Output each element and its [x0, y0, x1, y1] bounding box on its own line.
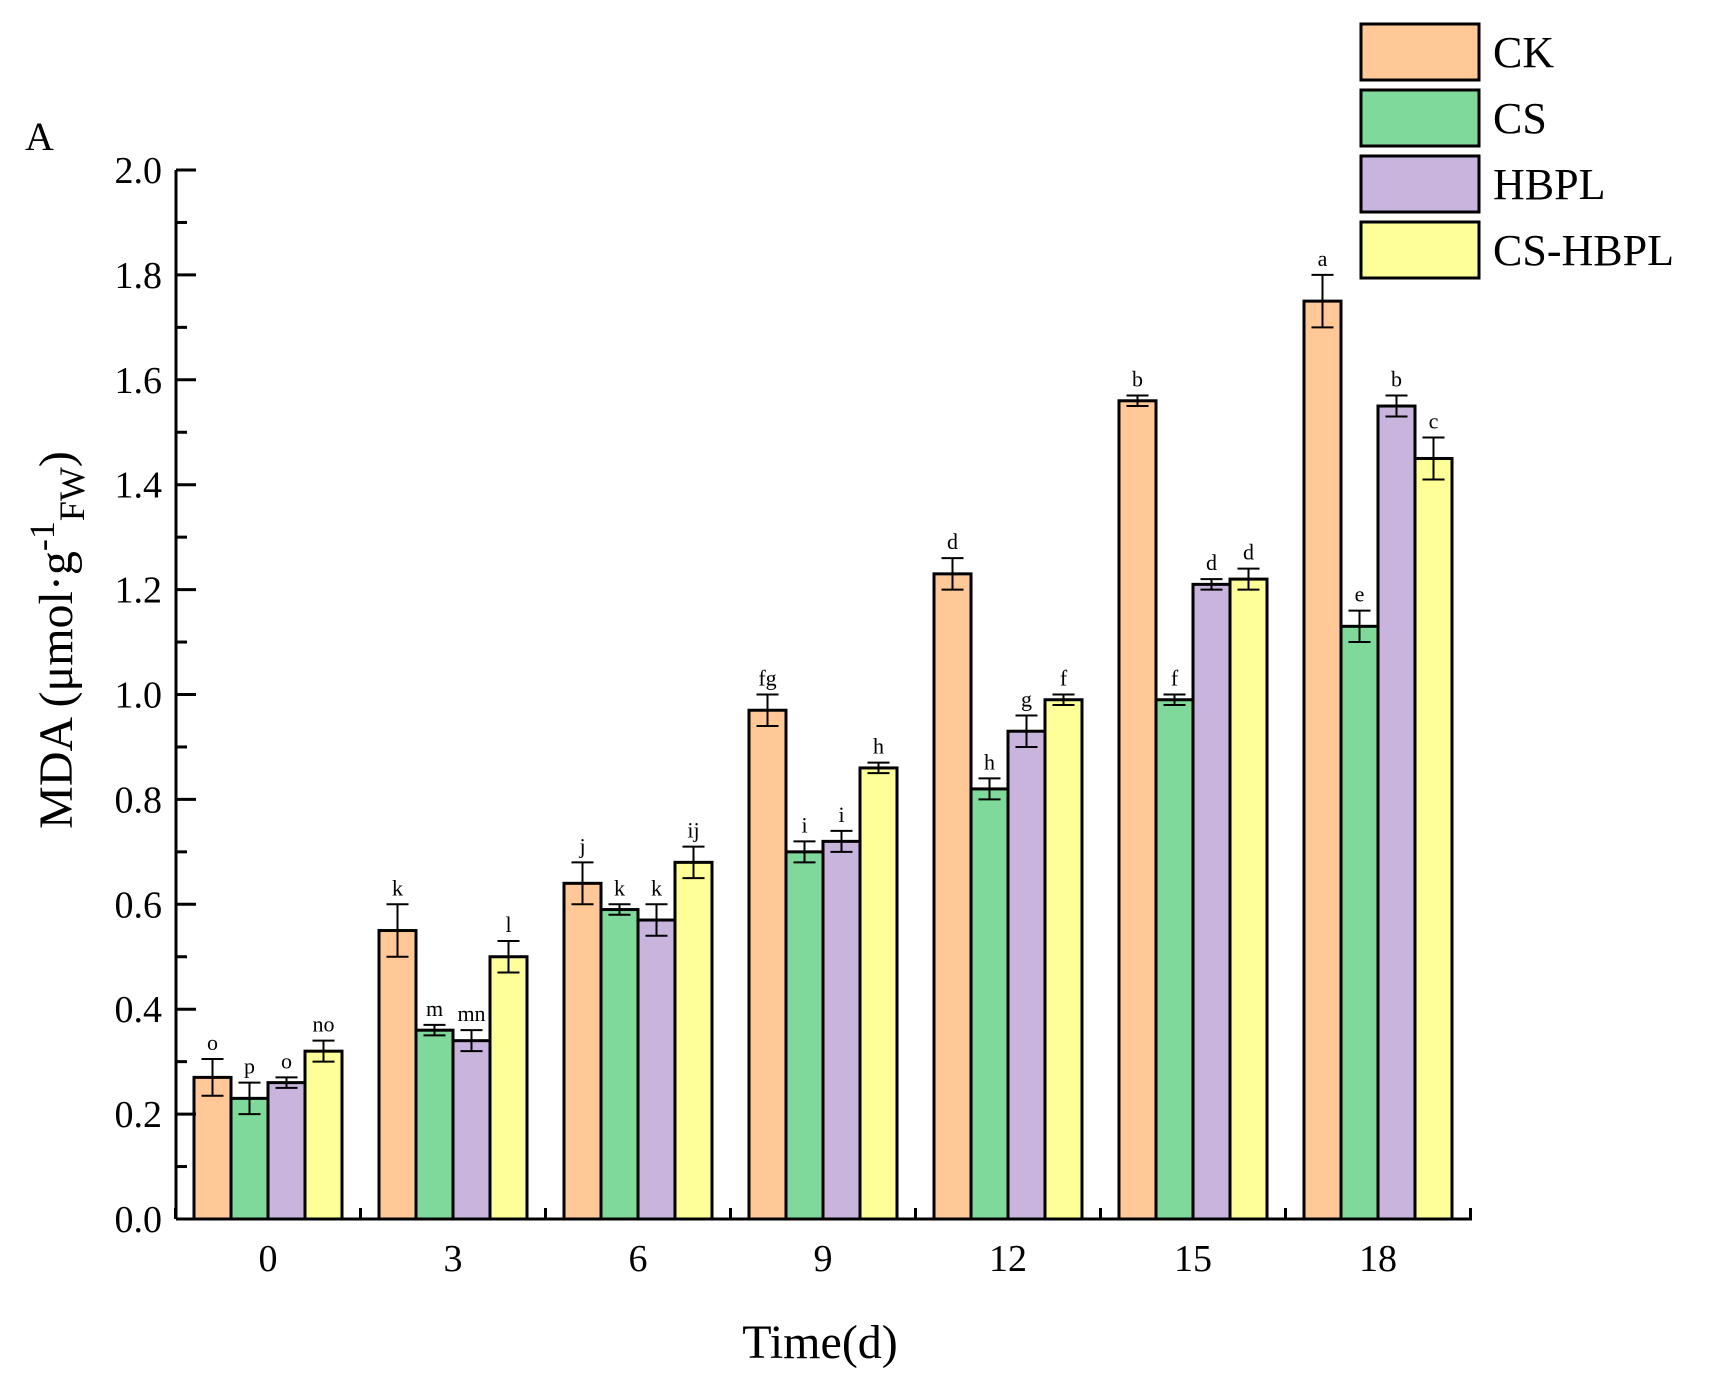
- significance-label-CS-18: e: [1355, 582, 1365, 607]
- bar-HBPL-3: [451, 1039, 492, 1221]
- bar-CK-9: [747, 708, 788, 1221]
- significance-label-CK-6: j: [578, 833, 585, 858]
- panel-label: A: [25, 114, 54, 159]
- x-axis-title: Time(d): [742, 1316, 898, 1369]
- significance-label-CS-HBPL-12: f: [1060, 666, 1068, 691]
- y-axis-title: MDA (μmol·g-1FW): [22, 451, 92, 829]
- bar-CS-HBPL-6: [673, 860, 714, 1221]
- significance-label-HBPL-6: k: [651, 875, 662, 900]
- y-tick-label-0.6: 0.6: [115, 884, 163, 926]
- x-tick-label-3: 3: [444, 1238, 463, 1280]
- bar-CS-HBPL-12: [1043, 698, 1084, 1221]
- significance-label-HBPL-3: mn: [457, 1001, 485, 1026]
- bar-CK-0: [192, 1075, 233, 1221]
- x-tick-label-0: 0: [259, 1238, 278, 1280]
- bar-CS-3: [414, 1028, 455, 1221]
- significance-label-CS-6: k: [614, 875, 625, 900]
- y-axis-title-sub: FW: [52, 467, 92, 521]
- bar-HBPL-15: [1191, 582, 1232, 1221]
- y-axis-title-close: ): [30, 451, 83, 467]
- significance-label-CS-HBPL-6: ij: [687, 818, 699, 843]
- y-tick-label-1.6: 1.6: [115, 360, 163, 402]
- bar-CS-HBPL-0: [303, 1049, 344, 1221]
- y-tick-label-1.2: 1.2: [115, 570, 163, 612]
- legend-swatch-HBPL: [1359, 154, 1481, 214]
- bar-HBPL-12: [1006, 729, 1047, 1221]
- x-tick-label-12: 12: [989, 1238, 1027, 1280]
- significance-label-CS-9: i: [801, 812, 807, 837]
- y-tick-label-0.2: 0.2: [115, 1094, 163, 1136]
- significance-label-CS-HBPL-9: h: [873, 734, 884, 759]
- significance-label-CS-12: h: [984, 749, 995, 774]
- significance-label-HBPL-9: i: [838, 802, 844, 827]
- bar-CK-12: [932, 572, 973, 1221]
- significance-label-HBPL-15: d: [1206, 550, 1217, 575]
- legend-label-CS: CS: [1493, 94, 1547, 143]
- bar-CK-18: [1302, 299, 1343, 1221]
- legend-label-HBPL: HBPL: [1493, 160, 1605, 209]
- bar-CS-HBPL-18: [1413, 456, 1454, 1221]
- error-bars-group: [201, 273, 1445, 1116]
- significance-label-CS-HBPL-15: d: [1243, 540, 1254, 565]
- bar-HBPL-0: [266, 1081, 307, 1221]
- y-tick-label-1.4: 1.4: [115, 465, 163, 507]
- legend-swatch-CS: [1359, 88, 1481, 148]
- x-tick-label-18: 18: [1359, 1238, 1397, 1280]
- bars-group: [192, 299, 1454, 1221]
- bar-CS-12: [969, 787, 1010, 1221]
- y-tick-label-0.0: 0.0: [115, 1199, 163, 1241]
- x-tick-label-9: 9: [814, 1238, 833, 1280]
- bar-CK-6: [562, 881, 603, 1221]
- axes-group: 0.0 0.2 0.4 0.6 0.8 1.0 1.2 1.4 1.6 1.8 2.0 0 3 6 9 12 1…: [115, 150, 1472, 1280]
- y-axis-title-main: MDA (μmol·g: [30, 551, 83, 829]
- legend-label-CS-HBPL: CS-HBPL: [1493, 226, 1674, 275]
- significance-label-CS-3: m: [426, 996, 443, 1021]
- bar-CK-15: [1117, 399, 1158, 1221]
- y-tick-label-0.8: 0.8: [115, 779, 163, 821]
- significance-label-HBPL-12: g: [1021, 686, 1032, 711]
- significance-label-CS-0: p: [244, 1054, 255, 1079]
- bar-CS-HBPL-3: [488, 955, 529, 1221]
- bar-CS-0: [229, 1096, 270, 1221]
- significance-label-CS-HBPL-0: no: [313, 1012, 335, 1037]
- bar-CS-HBPL-15: [1228, 577, 1269, 1221]
- bar-CS-9: [784, 850, 825, 1221]
- legend: CK CS HBPL CS-HBPL: [1359, 22, 1674, 280]
- bar-HBPL-18: [1376, 404, 1417, 1221]
- significance-label-CS-HBPL-3: l: [505, 912, 511, 937]
- bar-CS-HBPL-9: [858, 766, 899, 1221]
- legend-swatch-CK: [1359, 22, 1481, 82]
- y-axis-title-sup: -1: [22, 521, 62, 551]
- significance-label-CK-9: fg: [758, 666, 776, 691]
- x-tick-label-15: 15: [1174, 1238, 1212, 1280]
- bar-HBPL-6: [636, 918, 677, 1221]
- bar-CS-6: [599, 908, 640, 1221]
- bar-CK-3: [377, 929, 418, 1221]
- x-tick-label-6: 6: [629, 1238, 648, 1280]
- y-tick-label-0.4: 0.4: [115, 989, 163, 1031]
- significance-label-CS-HBPL-18: c: [1429, 408, 1439, 433]
- significance-label-CS-15: f: [1171, 666, 1179, 691]
- y-tick-label-1.0: 1.0: [115, 675, 163, 717]
- significance-label-HBPL-0: o: [281, 1048, 292, 1073]
- significance-label-CK-0: o: [207, 1030, 218, 1055]
- bar-HBPL-9: [821, 839, 862, 1221]
- significance-label-CK-18: a: [1318, 246, 1328, 271]
- y-tick-label-1.8: 1.8: [115, 255, 163, 297]
- significance-label-CK-3: k: [392, 875, 403, 900]
- significance-label-CK-15: b: [1132, 367, 1143, 392]
- significance-label-CK-12: d: [947, 529, 958, 554]
- bar-CS-18: [1339, 624, 1380, 1221]
- bar-CS-15: [1154, 698, 1195, 1221]
- legend-swatch-CS-HBPL: [1359, 220, 1481, 280]
- legend-label-CK: CK: [1493, 28, 1554, 77]
- y-tick-label-2.0: 2.0: [115, 150, 163, 192]
- significance-label-HBPL-18: b: [1391, 367, 1402, 392]
